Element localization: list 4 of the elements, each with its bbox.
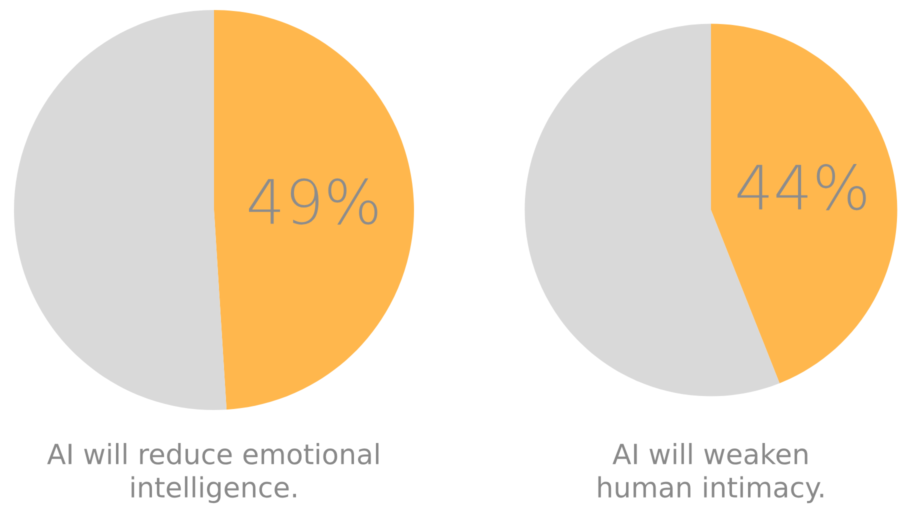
data-label: 49% xyxy=(249,178,378,225)
text: AI will reduce emotional intelligence. xyxy=(47,443,378,504)
data-label: 44% xyxy=(738,164,866,210)
text: AI will weaken human intimacy. xyxy=(598,443,824,504)
